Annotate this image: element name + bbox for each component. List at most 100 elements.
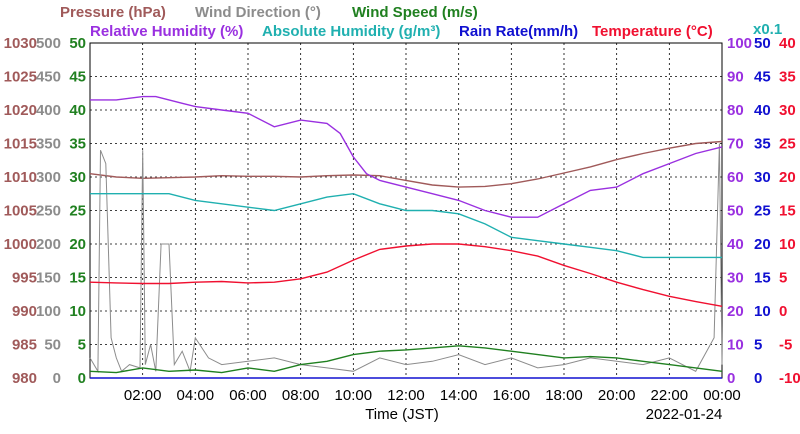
x-tick-label: 12:00: [387, 387, 425, 404]
legend-scale-note: x0.1: [753, 21, 782, 38]
tick-temperature: 0: [779, 303, 787, 320]
tick-pressure: 1010: [4, 169, 37, 186]
tick-pressure: 1000: [4, 236, 37, 253]
series-line-6: [89, 243, 723, 307]
tick-temperature: 10: [779, 236, 796, 253]
tick-relative-humidity: 60: [727, 169, 744, 186]
tick-pressure: 990: [12, 303, 37, 320]
tick-rain-rate: 35: [754, 136, 771, 153]
tick-wind-speed: 50: [69, 35, 86, 52]
series-line-4: [90, 192, 722, 259]
tick-rain-rate: 25: [754, 203, 771, 220]
tick-relative-humidity: 40: [727, 236, 744, 253]
tick-pressure: 1030: [4, 35, 37, 52]
x-tick-label: 10:00: [335, 387, 373, 404]
x-axis-ticks: 02:00 04:00 06:00 08:00 10:00 12:00 14:00 16:00…: [124, 387, 741, 404]
date-label: 2022-01-24: [646, 406, 723, 423]
tick-wind-speed: 30: [69, 169, 86, 186]
tick-relative-humidity: 30: [727, 270, 744, 287]
tick-rain-rate: 30: [754, 169, 771, 186]
right-axis-ticks: 1009080706050403020100504540353025201510…: [727, 35, 800, 387]
x-tick-label: 04:00: [177, 387, 215, 404]
tick-wind-speed: 45: [69, 69, 86, 86]
tick-temperature: 5: [779, 270, 787, 287]
x-tick-label: 22:00: [651, 387, 689, 404]
x-tick-label: 18:00: [545, 387, 583, 404]
x-tick-label: 02:00: [124, 387, 162, 404]
tick-relative-humidity: 100: [727, 35, 752, 52]
tick-wind-speed: 35: [69, 136, 86, 153]
left-axis-ticks: 1030102510201015101010051000995990985980…: [4, 35, 86, 387]
tick-rain-rate: 10: [754, 303, 771, 320]
x-tick-label: 16:00: [493, 387, 531, 404]
grid: [89, 42, 723, 379]
tick-wind-direction: 450: [36, 69, 61, 86]
tick-wind-direction: 100: [36, 303, 61, 320]
tick-rain-rate: 5: [754, 337, 762, 354]
legend-rain-rate: Rain Rate(mm/h): [459, 23, 578, 40]
x-axis-label: Time (JST): [365, 406, 439, 423]
tick-wind-speed: 20: [69, 236, 86, 253]
series-line-2: [89, 345, 723, 374]
series-line-0: [89, 140, 723, 188]
series-line-3: [90, 95, 723, 218]
tick-pressure: 985: [12, 337, 37, 354]
x-tick-label: 06:00: [229, 387, 267, 404]
tick-rain-rate: 50: [754, 35, 771, 52]
x-tick-label: 14:00: [440, 387, 478, 404]
tick-wind-direction: 50: [44, 337, 61, 354]
tick-rain-rate: 0: [754, 370, 762, 387]
x-tick-label: 00:00: [703, 387, 741, 404]
tick-wind-speed: 40: [69, 102, 86, 119]
tick-wind-direction: 0: [53, 370, 61, 387]
tick-pressure: 1025: [4, 69, 37, 86]
tick-rain-rate: 20: [754, 236, 771, 253]
legend-wind-direction: Wind Direction (°): [195, 4, 321, 21]
legend-wind-speed: Wind Speed (m/s): [352, 4, 478, 21]
tick-rain-rate: 45: [754, 69, 771, 86]
tick-relative-humidity: 0: [727, 370, 735, 387]
tick-temperature: 15: [779, 203, 796, 220]
tick-temperature: -10: [779, 370, 800, 387]
legend-temperature: Temperature (°C): [592, 23, 713, 40]
tick-wind-direction: 500: [36, 35, 61, 52]
legend-absolute-humidity: Absolute Humidity (g/m³): [262, 23, 440, 40]
tick-temperature: 30: [779, 102, 796, 119]
tick-pressure: 1020: [4, 102, 37, 119]
tick-temperature: 25: [779, 136, 796, 153]
tick-wind-speed: 25: [69, 203, 86, 220]
tick-rain-rate: 15: [754, 270, 771, 287]
tick-relative-humidity: 10: [727, 337, 744, 354]
tick-relative-humidity: 50: [727, 203, 744, 220]
tick-pressure: 1015: [4, 136, 37, 153]
tick-relative-humidity: 90: [727, 69, 744, 86]
x-tick-label: 08:00: [282, 387, 320, 404]
tick-wind-direction: 250: [36, 203, 61, 220]
tick-relative-humidity: 20: [727, 303, 744, 320]
series-line-1: [89, 143, 723, 374]
tick-wind-direction: 200: [36, 236, 61, 253]
tick-wind-speed: 15: [69, 270, 86, 287]
tick-pressure: 995: [12, 270, 37, 287]
tick-relative-humidity: 70: [727, 136, 744, 153]
tick-wind-speed: 0: [78, 370, 86, 387]
tick-wind-direction: 350: [36, 136, 61, 153]
tick-wind-direction: 400: [36, 102, 61, 119]
series-group: [89, 95, 723, 379]
tick-wind-direction: 300: [36, 169, 61, 186]
tick-pressure: 1005: [4, 203, 37, 220]
tick-pressure: 980: [12, 370, 37, 387]
tick-temperature: -5: [779, 337, 792, 354]
legend-pressure: Pressure (hPa): [60, 4, 166, 21]
tick-wind-speed: 10: [69, 303, 86, 320]
tick-wind-speed: 5: [78, 337, 86, 354]
x-tick-label: 20:00: [598, 387, 636, 404]
tick-wind-direction: 150: [36, 270, 61, 287]
tick-temperature: 35: [779, 69, 796, 86]
tick-relative-humidity: 80: [727, 102, 744, 119]
legend-relative-humidity: Relative Humidity (%): [90, 23, 243, 40]
tick-rain-rate: 40: [754, 102, 771, 119]
tick-temperature: 20: [779, 169, 796, 186]
